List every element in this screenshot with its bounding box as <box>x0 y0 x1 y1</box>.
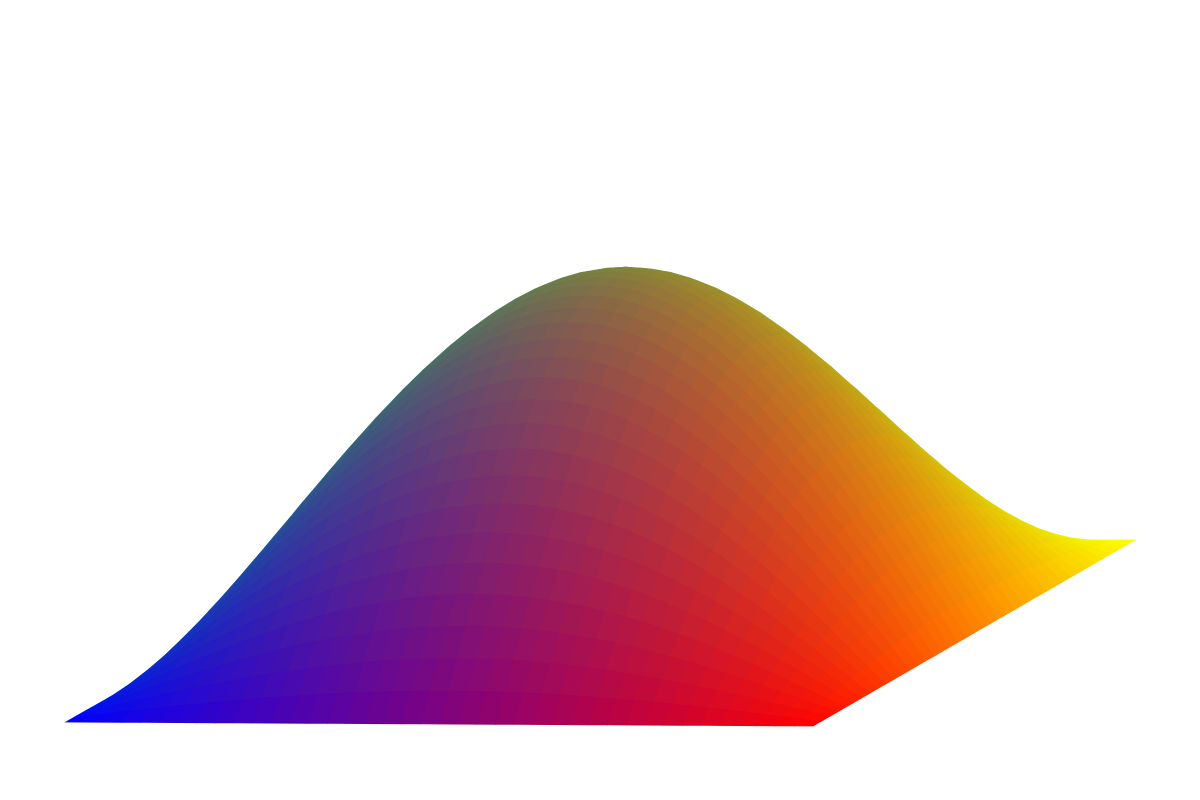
surface-mesh <box>64 266 1137 727</box>
surface-facet <box>793 718 823 727</box>
